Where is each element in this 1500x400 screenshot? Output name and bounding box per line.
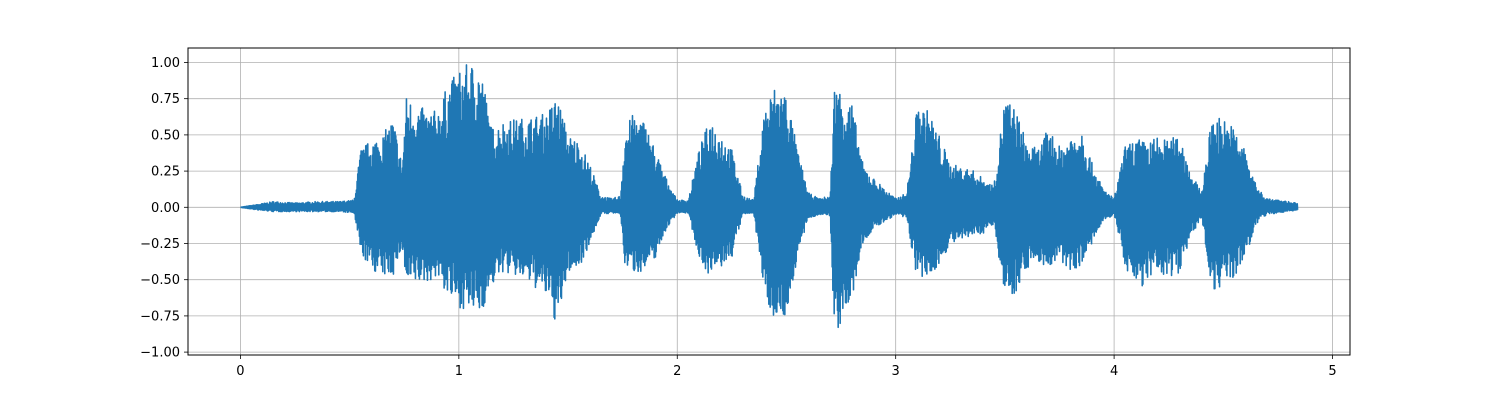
x-tick-label: 5 [1328,364,1336,379]
y-tick-label: −0.50 [140,273,180,288]
x-tick-label: 0 [236,364,244,379]
waveform-series [239,64,1299,329]
y-tick-label: 0.75 [151,92,180,107]
axis-ticks: 0 1 2 3 4 5 −1.00 −0.75 −0.50 −0.25 0.00 0.25 0.50 0.… [140,56,1337,379]
y-tick-label: 0.25 [151,165,180,180]
y-tick-label: −0.75 [140,309,180,324]
waveform-line [239,64,1299,329]
y-tick-label: −1.00 [140,346,180,361]
y-tick-label: −0.25 [140,237,180,252]
x-tick-label: 4 [1110,364,1118,379]
y-tick-label: 1.00 [151,56,180,71]
x-tick-label: 3 [892,364,900,379]
x-tick-label: 2 [673,364,681,379]
y-tick-label: 0.50 [151,128,180,143]
y-tick-label: 0.00 [151,201,180,216]
plot-frame [187,47,1351,356]
x-tick-label: 1 [455,364,463,379]
